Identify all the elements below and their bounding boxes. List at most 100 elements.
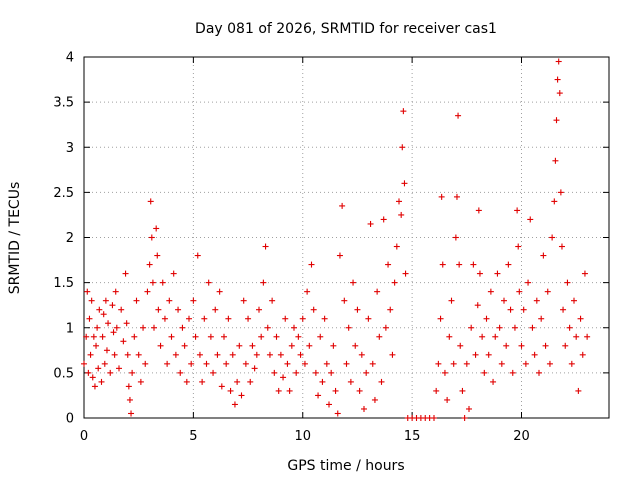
- data-point: [483, 315, 490, 322]
- data-point: [207, 333, 214, 340]
- y-tick-label: 0.5: [53, 366, 74, 381]
- data-point: [321, 315, 328, 322]
- data-point: [490, 378, 497, 385]
- data-point: [354, 306, 361, 313]
- data-point: [102, 297, 109, 304]
- data-point: [376, 333, 383, 340]
- data-point: [231, 401, 238, 408]
- data-point: [363, 369, 370, 376]
- data-point: [516, 288, 523, 295]
- y-tick-label: 2.5: [53, 186, 74, 201]
- data-point: [387, 306, 394, 313]
- data-point: [212, 306, 219, 313]
- data-point: [544, 288, 551, 295]
- data-point: [573, 333, 580, 340]
- data-point: [175, 306, 182, 313]
- data-point: [540, 252, 547, 259]
- data-point: [579, 351, 586, 358]
- data-point: [435, 360, 442, 367]
- data-point: [89, 374, 96, 381]
- data-point: [238, 392, 245, 399]
- data-point: [520, 306, 527, 313]
- data-point: [496, 324, 503, 331]
- data-point: [347, 378, 354, 385]
- data-point: [249, 342, 256, 349]
- data-point: [116, 365, 122, 372]
- data-point: [242, 360, 249, 367]
- x-tick-label: 5: [189, 429, 197, 444]
- data-point: [317, 333, 324, 340]
- data-point: [536, 369, 542, 376]
- data-point: [196, 351, 203, 358]
- data-point: [308, 261, 315, 268]
- data-point: [110, 329, 117, 336]
- data-point: [358, 351, 365, 358]
- data-point: [123, 320, 130, 327]
- data-point: [556, 90, 563, 97]
- data-point: [101, 360, 108, 367]
- data-point: [374, 288, 381, 295]
- data-point: [448, 297, 455, 304]
- data-point: [170, 270, 177, 277]
- data-point: [326, 401, 332, 408]
- data-point: [194, 252, 201, 259]
- data-point: [332, 387, 339, 394]
- data-point: [323, 360, 330, 367]
- data-point: [501, 297, 507, 304]
- data-point: [203, 360, 210, 367]
- data-point: [461, 415, 468, 421]
- data-point: [256, 306, 262, 313]
- data-point: [88, 297, 95, 304]
- x-tick-label: 20: [513, 429, 530, 444]
- x-tick-label: 10: [294, 429, 311, 444]
- data-point: [99, 333, 106, 340]
- data-point: [437, 315, 444, 322]
- data-point: [297, 351, 304, 358]
- data-point: [100, 311, 107, 318]
- data-point: [96, 306, 103, 313]
- data-point: [240, 297, 247, 304]
- data-point: [498, 360, 505, 367]
- data-point: [466, 405, 472, 412]
- data-point: [456, 261, 463, 268]
- data-point: [453, 193, 460, 200]
- data-point: [511, 324, 518, 331]
- data-point: [549, 234, 556, 241]
- data-point: [148, 234, 155, 241]
- data-point: [476, 270, 483, 277]
- data-point: [216, 288, 223, 295]
- data-point: [452, 234, 459, 241]
- data-point: [551, 198, 558, 205]
- data-point: [144, 288, 151, 295]
- data-point: [142, 360, 149, 367]
- data-point: [444, 396, 451, 403]
- data-point: [113, 324, 120, 331]
- data-point: [181, 342, 188, 349]
- x-axis-label: GPS time / hours: [287, 458, 404, 474]
- data-point: [438, 193, 445, 200]
- data-point: [492, 333, 499, 340]
- x-tick-label: 15: [404, 429, 421, 444]
- data-point: [280, 374, 287, 381]
- data-point: [522, 360, 529, 367]
- data-point: [199, 378, 206, 385]
- data-point: [584, 333, 591, 340]
- data-point: [450, 360, 457, 367]
- data-point: [509, 369, 516, 376]
- data-point: [380, 216, 387, 223]
- data-point: [271, 369, 278, 376]
- data-point: [275, 387, 282, 394]
- data-point: [225, 315, 232, 322]
- data-point: [192, 333, 199, 340]
- data-point: [558, 243, 565, 250]
- data-point: [564, 279, 571, 286]
- data-point: [385, 261, 392, 268]
- y-tick-label: 3: [66, 141, 74, 156]
- data-point: [494, 270, 501, 277]
- data-point: [262, 243, 269, 250]
- data-point: [455, 112, 462, 119]
- data-point: [295, 333, 302, 340]
- data-point: [90, 333, 97, 340]
- data-point: [334, 410, 341, 417]
